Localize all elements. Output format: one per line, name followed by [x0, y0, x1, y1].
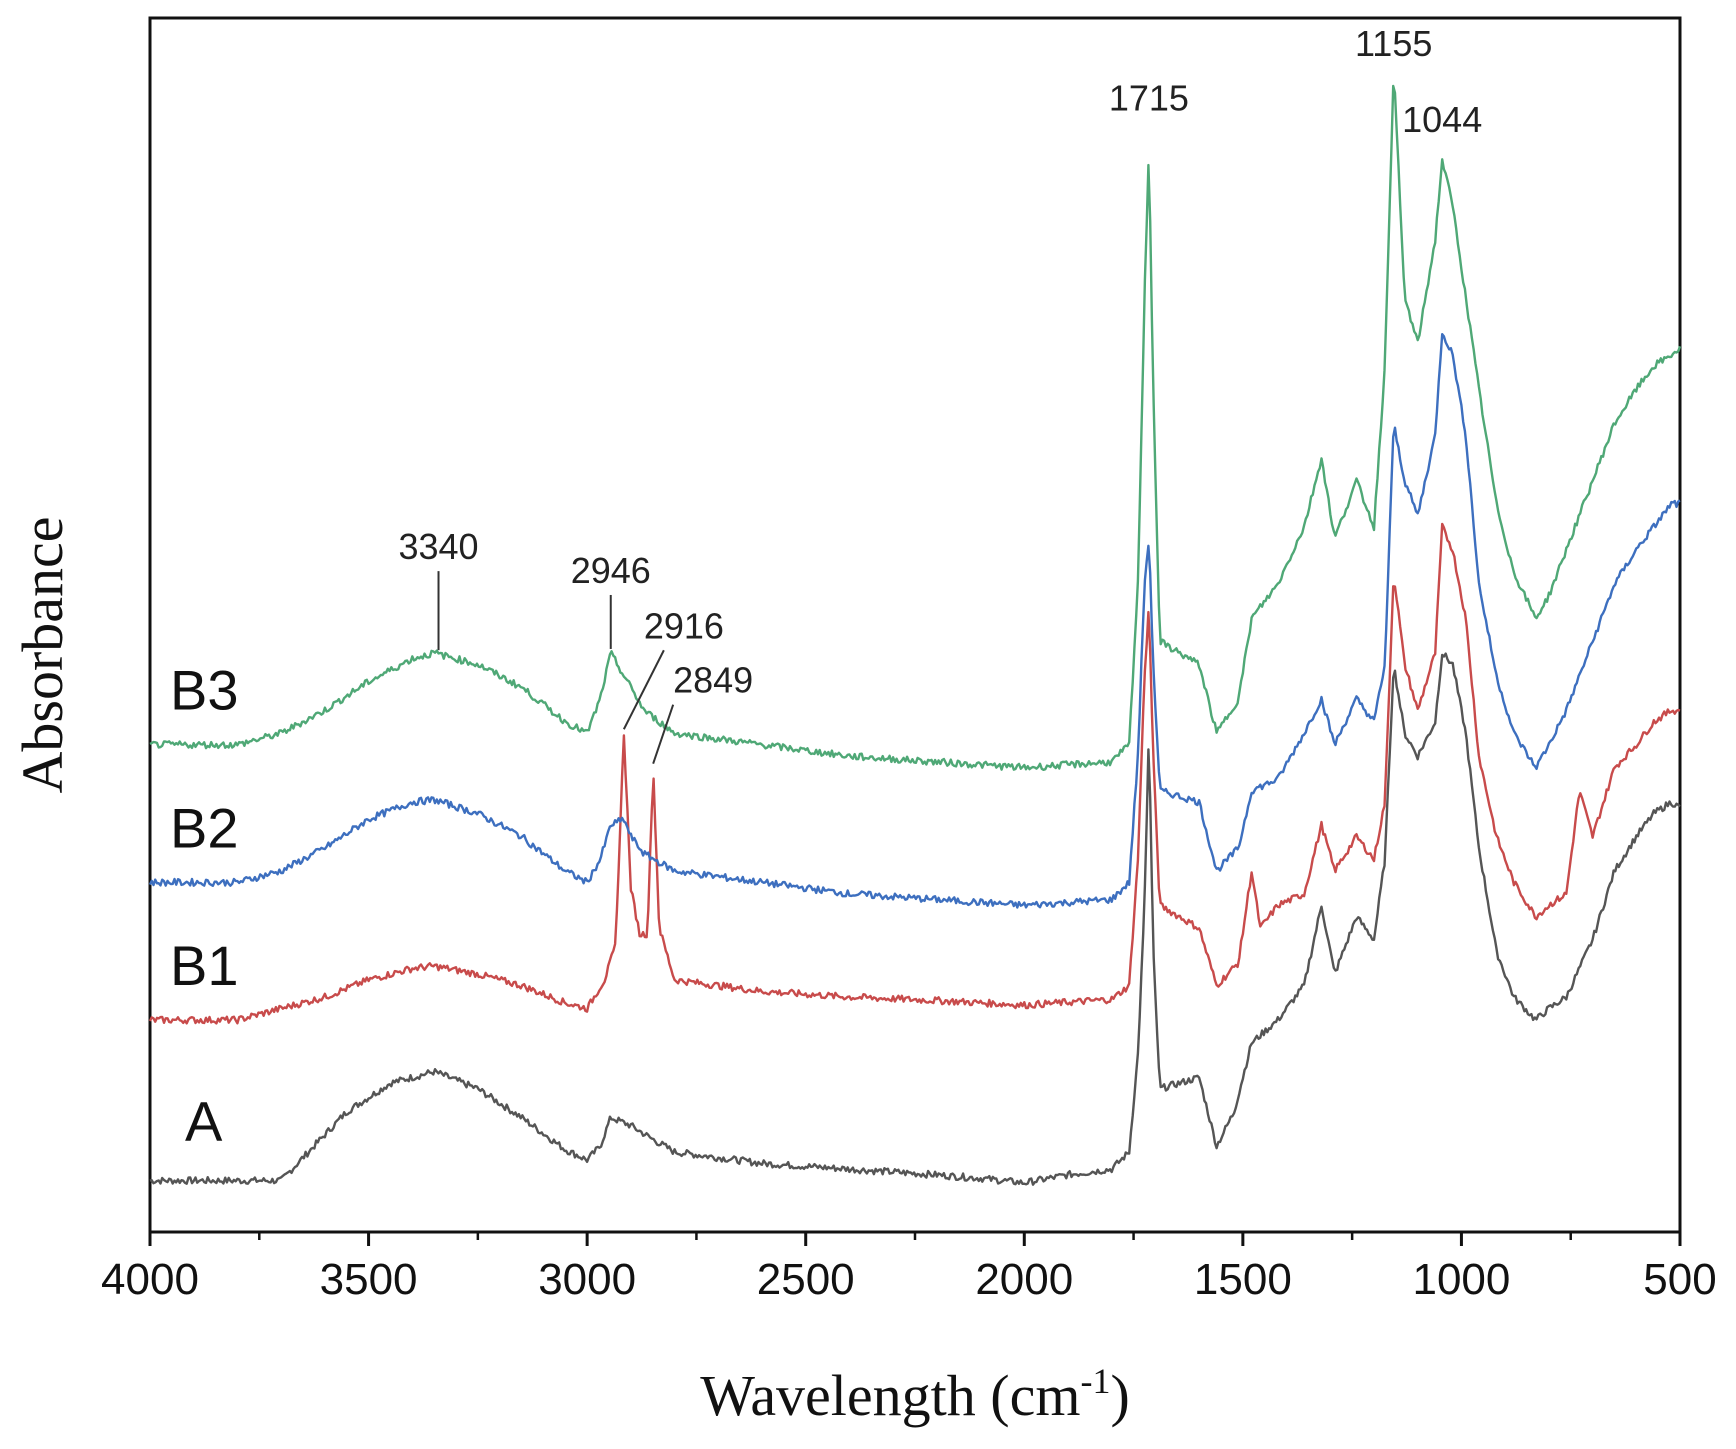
- x-tick-label: 4000: [101, 1255, 199, 1304]
- x-tick-label: 3000: [538, 1255, 636, 1304]
- peak-label-1715: 1715: [1109, 77, 1189, 118]
- series-line-a: [149, 652, 1681, 1186]
- x-tick-label: 3500: [320, 1255, 418, 1304]
- series-label-b1: B1: [170, 934, 239, 997]
- x-tick-label: 2000: [975, 1255, 1073, 1304]
- y-axis-title: Absorbance: [10, 516, 75, 793]
- x-axis-title-main: Wavelength (cm: [700, 1363, 1080, 1428]
- x-axis-title-superscript: -1: [1080, 1361, 1110, 1401]
- peak-annotations: 3340 2946 2916 2849 1715 1155 1044: [398, 23, 1482, 764]
- peak-label-2916: 2916: [644, 605, 724, 646]
- peak-leader-line: [652, 704, 675, 764]
- series-label-a: A: [185, 1090, 223, 1153]
- x-tick-label: 1500: [1194, 1255, 1292, 1304]
- x-axis-title: Wavelength (cm-1): [700, 1361, 1130, 1428]
- series-labels: A B1 B2 B3: [170, 659, 239, 1153]
- series-line-b3: [149, 84, 1682, 771]
- x-axis-ticks: 4000 3500 3000 2500 2000 1500 1000 500: [101, 1232, 1717, 1304]
- peak-leader-line: [622, 649, 665, 730]
- peak-label-3340: 3340: [398, 526, 478, 567]
- x-tick-label: 1000: [1412, 1255, 1510, 1304]
- peak-label-2946: 2946: [571, 550, 651, 591]
- x-axis-title-close: ): [1110, 1363, 1129, 1428]
- x-tick-label: 500: [1643, 1255, 1716, 1304]
- series-label-b3: B3: [170, 659, 239, 722]
- series-layer: [148, 84, 1682, 1186]
- series-label-b2: B2: [170, 796, 239, 859]
- peak-label-2849: 2849: [673, 660, 753, 701]
- x-tick-label: 2500: [757, 1255, 855, 1304]
- peak-label-1044: 1044: [1402, 99, 1482, 140]
- series-line-b1: [148, 522, 1681, 1025]
- series-line-b2: [148, 333, 1681, 909]
- peak-label-1155: 1155: [1355, 23, 1432, 64]
